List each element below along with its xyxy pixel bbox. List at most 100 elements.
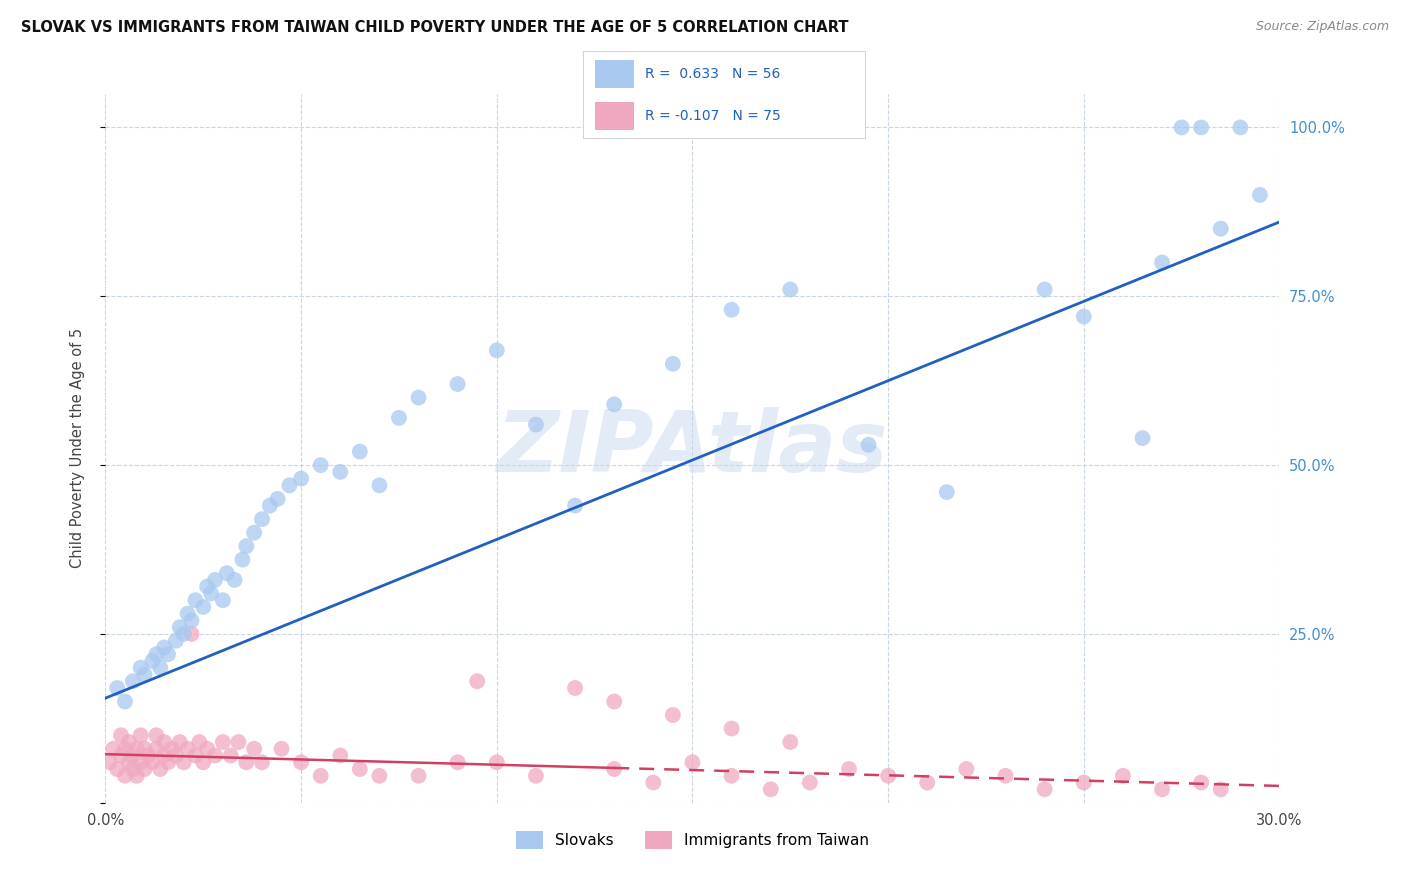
Point	[524, 769, 547, 783]
Point	[564, 499, 586, 513]
Point	[779, 735, 801, 749]
Point	[446, 377, 468, 392]
Point	[169, 735, 191, 749]
Point	[329, 465, 352, 479]
Point	[266, 491, 288, 506]
Point	[955, 762, 977, 776]
Point	[176, 607, 198, 621]
Point	[858, 438, 880, 452]
Point	[118, 735, 141, 749]
Point	[838, 762, 860, 776]
Point	[720, 769, 742, 783]
Point	[195, 741, 218, 756]
Point	[1209, 782, 1232, 797]
Point	[153, 748, 176, 763]
FancyBboxPatch shape	[595, 102, 634, 129]
Point	[465, 674, 488, 689]
Legend: Slovaks, Immigrants from Taiwan: Slovaks, Immigrants from Taiwan	[509, 824, 876, 855]
Point	[681, 756, 703, 770]
Point	[799, 775, 821, 789]
Point	[114, 741, 136, 756]
Point	[485, 756, 508, 770]
Point	[125, 769, 148, 783]
Point	[485, 343, 508, 358]
Point	[129, 728, 152, 742]
Point	[259, 499, 281, 513]
Point	[129, 756, 152, 770]
Point	[243, 525, 266, 540]
Point	[129, 661, 152, 675]
Point	[408, 769, 430, 783]
Text: R = -0.107   N = 75: R = -0.107 N = 75	[645, 109, 782, 122]
Point	[141, 756, 163, 770]
Point	[368, 769, 391, 783]
Point	[145, 647, 167, 661]
Point	[1073, 775, 1095, 789]
Point	[603, 762, 626, 776]
Point	[125, 741, 148, 756]
Point	[224, 573, 246, 587]
Point	[149, 661, 172, 675]
Point	[105, 681, 128, 695]
Text: SLOVAK VS IMMIGRANTS FROM TAIWAN CHILD POVERTY UNDER THE AGE OF 5 CORRELATION CH: SLOVAK VS IMMIGRANTS FROM TAIWAN CHILD P…	[21, 20, 849, 35]
Point	[662, 708, 685, 723]
Point	[211, 593, 233, 607]
Point	[184, 593, 207, 607]
Point	[149, 762, 172, 776]
Point	[1209, 221, 1232, 235]
Point	[219, 748, 242, 763]
Point	[173, 756, 195, 770]
Point	[110, 728, 132, 742]
Point	[1150, 782, 1173, 797]
Point	[329, 748, 352, 763]
Point	[603, 397, 626, 411]
Point	[1112, 769, 1135, 783]
Point	[138, 748, 160, 763]
Point	[215, 566, 238, 581]
Point	[114, 769, 136, 783]
Point	[160, 741, 183, 756]
Point	[994, 769, 1017, 783]
Point	[759, 782, 782, 797]
Point	[193, 599, 215, 614]
Point	[188, 735, 211, 749]
Point	[157, 756, 180, 770]
Point	[169, 620, 191, 634]
Point	[145, 728, 167, 742]
Point	[231, 552, 253, 566]
Point	[250, 756, 273, 770]
Point	[309, 769, 332, 783]
Point	[564, 681, 586, 695]
Point	[176, 741, 198, 756]
Point	[368, 478, 391, 492]
Point	[935, 485, 957, 500]
Point	[165, 633, 187, 648]
Point	[114, 694, 136, 708]
Point	[309, 458, 332, 472]
Point	[235, 756, 257, 770]
Point	[211, 735, 233, 749]
Point	[278, 478, 301, 492]
Point	[1132, 431, 1154, 445]
Point	[184, 748, 207, 763]
Point	[141, 654, 163, 668]
Point	[1170, 120, 1192, 135]
Point	[603, 694, 626, 708]
Point	[145, 741, 167, 756]
Point	[134, 667, 156, 681]
Point	[134, 762, 156, 776]
Point	[388, 410, 411, 425]
Point	[121, 762, 143, 776]
Point	[243, 741, 266, 756]
Point	[235, 539, 257, 553]
Point	[1150, 255, 1173, 269]
Point	[915, 775, 938, 789]
Point	[105, 762, 128, 776]
Point	[290, 472, 312, 486]
Point	[103, 741, 125, 756]
Point	[720, 722, 742, 736]
Point	[779, 283, 801, 297]
Point	[180, 614, 202, 628]
Point	[1189, 775, 1212, 789]
Point	[446, 756, 468, 770]
